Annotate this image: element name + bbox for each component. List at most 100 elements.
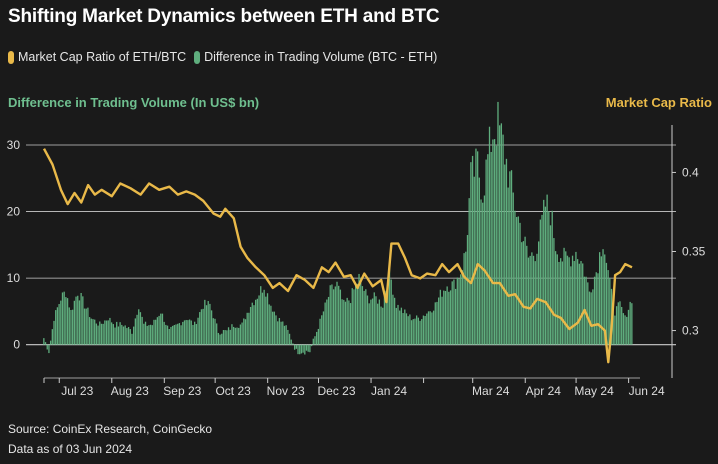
volume-bar — [285, 325, 287, 345]
volume-bar — [336, 281, 338, 345]
volume-bar — [297, 344, 299, 355]
volume-bar — [192, 324, 194, 345]
volume-bar — [214, 318, 216, 345]
volume-bar — [171, 325, 174, 345]
volume-bar — [414, 318, 416, 345]
volume-bar — [190, 320, 192, 345]
volume-bar — [227, 327, 230, 345]
volume-bar — [390, 279, 392, 345]
volume-bar — [363, 290, 365, 345]
volume-bar — [216, 323, 218, 345]
volume-bar — [588, 291, 591, 345]
volume-bar — [200, 309, 203, 345]
volume-bar — [353, 289, 355, 345]
volume-bar — [358, 273, 360, 345]
volume-bar — [131, 333, 133, 345]
volume-bar — [70, 309, 72, 345]
volume-bar — [44, 342, 47, 345]
x-tick-label: Dec 23 — [317, 384, 355, 398]
volume-bar — [587, 282, 589, 345]
volume-bar — [576, 259, 579, 345]
volume-bar — [270, 305, 272, 345]
legend-item-volume: Difference in Trading Volume (BTC - ETH) — [194, 50, 437, 64]
volume-bar — [66, 298, 69, 345]
volume-bar — [146, 325, 148, 345]
volume-bar — [507, 187, 509, 345]
volume-bar — [622, 313, 625, 345]
volume-bar — [582, 263, 584, 345]
volume-bar — [448, 291, 450, 345]
volume-bar — [627, 309, 630, 345]
volume-bar — [375, 296, 377, 345]
volume-bar — [136, 314, 138, 345]
volume-bar — [199, 312, 201, 345]
volume-bar — [512, 192, 514, 345]
volume-bar — [466, 235, 469, 345]
volume-bar — [404, 309, 406, 345]
volume-bar — [219, 334, 221, 345]
volume-bar — [510, 170, 513, 345]
volume-bar — [312, 338, 314, 345]
volume-bar — [475, 148, 477, 345]
volume-bar — [248, 312, 250, 345]
volume-bar — [497, 101, 499, 345]
volume-bar — [116, 321, 118, 345]
volume-bar — [524, 236, 526, 345]
volume-bar — [129, 329, 131, 345]
volume-bar — [178, 323, 181, 345]
volume-bar — [426, 313, 428, 345]
volume-bar — [102, 323, 104, 345]
volume-bar — [558, 261, 560, 345]
volume-bar — [97, 325, 99, 345]
volume-bar — [571, 255, 574, 345]
volume-bar — [456, 277, 458, 345]
volume-bar — [605, 262, 608, 345]
volume-bar — [421, 319, 423, 345]
volume-bar — [246, 312, 248, 345]
volume-bar — [321, 315, 323, 345]
volume-bar — [612, 306, 614, 345]
volume-bar — [255, 299, 257, 345]
volume-bar — [283, 325, 286, 345]
volume-bar — [161, 313, 164, 345]
volume-bar — [232, 326, 235, 345]
volume-bar — [273, 311, 275, 345]
volume-bar — [409, 314, 411, 345]
ratio-line-group — [42, 148, 633, 364]
volume-bar — [492, 139, 494, 345]
volume-bar — [621, 306, 623, 345]
x-tick-label: Mar 24 — [472, 384, 510, 398]
volume-bar — [400, 307, 403, 345]
volume-bar — [387, 287, 389, 345]
volume-bar — [43, 338, 45, 345]
volume-bar — [590, 292, 592, 345]
volume-bar — [300, 344, 303, 354]
volume-bar — [429, 311, 431, 345]
volume-bar — [478, 177, 480, 345]
volume-bar — [368, 303, 370, 345]
volume-bar — [422, 315, 425, 345]
volume-bar — [75, 296, 77, 345]
volume-bar — [266, 293, 269, 345]
volume-bar — [278, 318, 281, 345]
volume-bar — [463, 253, 465, 345]
volume-bar — [424, 315, 426, 345]
volume-bar — [461, 270, 464, 345]
volume-bar — [168, 329, 170, 345]
volume-bar — [143, 323, 145, 345]
volume-bar — [331, 284, 333, 345]
volume-bar — [195, 324, 198, 345]
volume-bar — [554, 251, 557, 345]
volume-bar — [499, 125, 501, 345]
y-left-tick-label: 10 — [7, 271, 21, 285]
volume-bar — [234, 327, 236, 345]
volume-bar — [263, 289, 265, 345]
volume-bar — [182, 321, 184, 345]
gridlines — [26, 144, 676, 346]
volume-bar — [431, 312, 433, 345]
volume-bar — [515, 217, 518, 345]
volume-bar — [217, 332, 220, 345]
volume-bar — [260, 286, 262, 345]
volume-bar — [163, 321, 165, 345]
volume-bar — [543, 199, 545, 345]
